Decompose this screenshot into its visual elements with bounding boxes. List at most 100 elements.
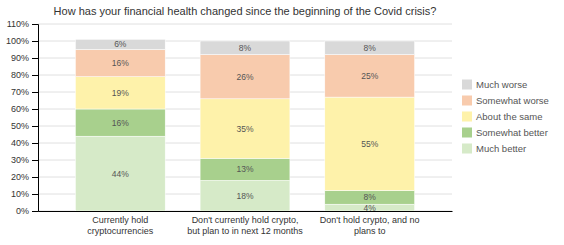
legend-item: Somewhat worse bbox=[462, 95, 549, 106]
y-tick-label: 40% bbox=[11, 138, 29, 148]
y-tick-mark bbox=[32, 126, 38, 127]
y-axis: 0% 10% 20% 30% 40% 50% 60% 70% 80% 90% 100% 110% bbox=[6, 19, 39, 216]
data-labels: 44% 18% 4% 16% 13% 8% 19% 35% 55% 16% 26% 25% 6% 8% 8% bbox=[112, 39, 379, 212]
bar-segment bbox=[200, 158, 290, 180]
bar-segment bbox=[325, 41, 415, 55]
y-tick: 50% bbox=[11, 121, 38, 131]
y-tick-mark bbox=[32, 92, 38, 93]
y-tick-label: 90% bbox=[11, 53, 29, 63]
bars bbox=[75, 39, 414, 211]
bar-segment bbox=[200, 55, 290, 99]
x-tick-label-line: plans to bbox=[354, 226, 386, 236]
legend-item: Somewhat better bbox=[462, 127, 548, 138]
title: How has your financial health changed si… bbox=[54, 5, 437, 17]
data-label: 4% bbox=[364, 203, 377, 213]
bar-segment bbox=[325, 191, 415, 205]
data-label: 8% bbox=[239, 43, 252, 53]
y-tick: 70% bbox=[11, 87, 38, 97]
data-label: 19% bbox=[112, 88, 129, 98]
y-tick-mark bbox=[32, 41, 38, 42]
y-tick: 30% bbox=[11, 155, 38, 165]
data-label: 8% bbox=[364, 192, 377, 202]
legend-item: About the same bbox=[462, 111, 543, 122]
data-label: 18% bbox=[236, 191, 253, 201]
y-axis-line bbox=[32, 25, 39, 212]
grid bbox=[38, 24, 452, 211]
legend-item: Much worse bbox=[462, 79, 527, 90]
data-label: 26% bbox=[236, 72, 253, 82]
y-tick-mark bbox=[32, 75, 38, 76]
data-label: 25% bbox=[361, 71, 378, 81]
y-tick-label: 60% bbox=[11, 104, 29, 114]
bar-segment bbox=[325, 97, 415, 191]
legend-item: Much better bbox=[462, 143, 526, 154]
bar-segment bbox=[75, 136, 165, 211]
y-tick-label: 30% bbox=[11, 155, 29, 165]
bar-segment bbox=[200, 180, 290, 211]
legend-label: Somewhat better bbox=[476, 127, 548, 138]
x-tick-label: Don't currently hold crypto,but plan to … bbox=[187, 215, 303, 235]
y-tick-mark bbox=[32, 109, 38, 110]
x-tick-label-line: but plan to in next 12 months bbox=[187, 226, 303, 236]
data-label: 35% bbox=[236, 124, 253, 134]
y-tick: 100% bbox=[6, 36, 38, 46]
x-tick: Don't hold crypto, and noplans to bbox=[320, 215, 420, 235]
data-label: 13% bbox=[236, 164, 253, 174]
bar-segment bbox=[75, 39, 165, 49]
legend-swatch bbox=[462, 80, 472, 90]
legend-swatch bbox=[462, 112, 472, 122]
x-tick-label: Don't hold crypto, and noplans to bbox=[320, 215, 420, 235]
bar-segment bbox=[200, 41, 290, 55]
y-tick-label: 70% bbox=[11, 87, 29, 97]
y-tick: 40% bbox=[11, 138, 38, 148]
data-label: 16% bbox=[112, 58, 129, 68]
x-tick-label-line: Currently hold bbox=[92, 215, 148, 225]
y-tick-mark bbox=[32, 58, 38, 59]
y-tick: 0% bbox=[16, 206, 38, 216]
bar-segment bbox=[200, 99, 290, 159]
legend: Much worse Somewhat worse About the same So… bbox=[462, 79, 549, 154]
legend-label: About the same bbox=[476, 111, 543, 122]
y-tick-label: 100% bbox=[6, 36, 29, 46]
data-label: 6% bbox=[114, 39, 127, 49]
bar-segment bbox=[75, 109, 165, 136]
x-tick-label-line: Don't currently hold crypto, bbox=[192, 215, 299, 225]
y-tick: 90% bbox=[11, 53, 38, 63]
y-tick-label: 110% bbox=[7, 19, 29, 29]
y-tick-mark bbox=[32, 160, 38, 161]
y-tick-mark bbox=[32, 194, 38, 195]
bar-segment bbox=[75, 77, 165, 109]
y-tick-label: 10% bbox=[11, 189, 29, 199]
x-tick: Don't currently hold crypto,but plan to … bbox=[187, 215, 303, 235]
y-tick-label: 0% bbox=[16, 206, 29, 216]
y-tick: 20% bbox=[11, 172, 38, 182]
x-tick: Currently holdcryptocurrencies bbox=[87, 215, 154, 235]
y-tick-mark bbox=[32, 211, 38, 212]
legend-label: Somewhat worse bbox=[476, 95, 549, 106]
plot: 0% 10% 20% 30% 40% 50% 60% 70% 80% 90% 100% 110% Cur… bbox=[6, 19, 453, 235]
x-tick-label-line: cryptocurrencies bbox=[87, 226, 154, 236]
grid-line bbox=[38, 24, 452, 25]
legend-swatch bbox=[462, 96, 472, 106]
y-tick-label: 20% bbox=[11, 172, 29, 182]
y-tick-label: 50% bbox=[11, 121, 29, 131]
legend-label: Much worse bbox=[476, 79, 527, 90]
x-axis: Currently holdcryptocurrencies Don't curr… bbox=[39, 212, 453, 236]
data-label: 55% bbox=[361, 139, 378, 149]
legend-label: Much better bbox=[476, 143, 526, 154]
y-tick-mark bbox=[32, 143, 38, 144]
y-tick: 80% bbox=[11, 70, 38, 80]
x-axis-line bbox=[39, 211, 453, 212]
y-tick: 60% bbox=[11, 104, 38, 114]
bar-segment bbox=[75, 50, 165, 77]
y-tick-mark bbox=[32, 24, 38, 25]
y-tick: 110% bbox=[7, 19, 38, 29]
x-tick-label-line: Don't hold crypto, and no bbox=[320, 215, 420, 225]
x-tick-label: Currently holdcryptocurrencies bbox=[87, 215, 154, 235]
chart: How has your financial health changed si… bbox=[0, 0, 564, 245]
bar-segment bbox=[325, 55, 415, 98]
data-label: 44% bbox=[112, 169, 129, 179]
data-label: 8% bbox=[364, 43, 377, 53]
legend-swatch bbox=[462, 144, 472, 154]
data-label: 16% bbox=[112, 118, 129, 128]
